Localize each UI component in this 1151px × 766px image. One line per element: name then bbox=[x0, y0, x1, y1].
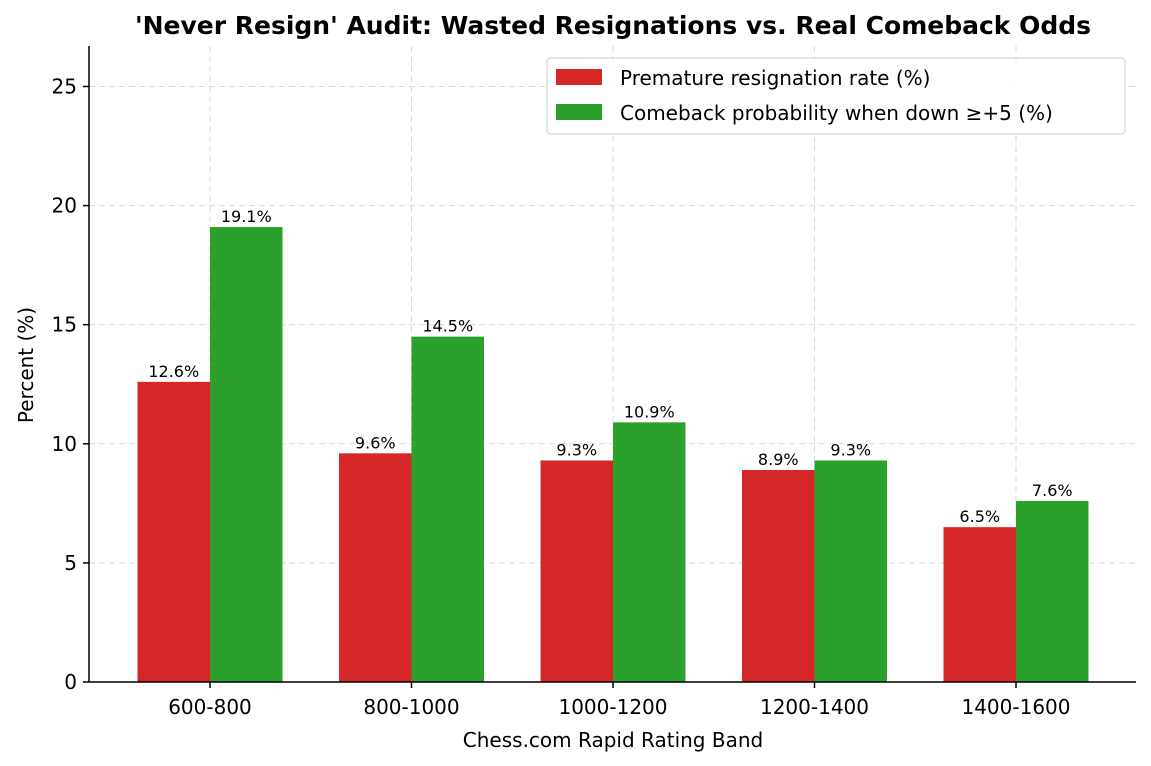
y-axis-label: Percent (%) bbox=[14, 307, 38, 423]
legend-swatch-comeback-probability bbox=[556, 104, 602, 120]
bar-value-label: 8.9% bbox=[758, 450, 799, 469]
x-axis-label: Chess.com Rapid Rating Band bbox=[463, 728, 763, 752]
bar bbox=[540, 460, 613, 682]
bar bbox=[613, 422, 686, 682]
bar-value-label: 12.6% bbox=[148, 362, 199, 381]
y-tick-label: 25 bbox=[52, 74, 77, 98]
bar-value-label: 14.5% bbox=[422, 317, 473, 336]
legend-swatch-premature-resignation bbox=[556, 69, 602, 85]
bar-value-label: 10.9% bbox=[624, 402, 675, 421]
bar-value-label: 9.3% bbox=[556, 440, 597, 459]
bar-value-label: 6.5% bbox=[959, 507, 1000, 526]
bar bbox=[943, 527, 1016, 682]
y-tick-label: 0 bbox=[64, 670, 77, 694]
y-tick-label: 5 bbox=[64, 551, 77, 575]
x-tick-label: 1400-1600 bbox=[961, 695, 1070, 719]
legend-frame bbox=[546, 57, 1126, 135]
y-tick-label: 15 bbox=[52, 313, 77, 337]
chart-title: 'Never Resign' Audit: Wasted Resignation… bbox=[135, 11, 1091, 40]
legend-label-premature-resignation: Premature resignation rate (%) bbox=[620, 66, 930, 90]
bar bbox=[742, 470, 815, 682]
legend: Premature resignation rate (%) Comeback … bbox=[546, 57, 1126, 135]
x-tick-label: 600-800 bbox=[168, 695, 252, 719]
bar-value-label: 9.6% bbox=[355, 433, 396, 452]
data-labels: 12.6% 9.6% 9.3% 8.9% 6.5% 19.1% 14.5% 10.9% 9.3%… bbox=[148, 207, 1072, 526]
x-tick-label: 800-1000 bbox=[363, 695, 459, 719]
bar-value-label: 9.3% bbox=[830, 440, 871, 459]
bar-value-label: 19.1% bbox=[221, 207, 272, 226]
bar-value-label: 7.6% bbox=[1032, 481, 1073, 500]
bar bbox=[137, 381, 210, 682]
axes: 0 5 10 15 20 25 600-800 800-1000 1000-1200 1200-1… bbox=[52, 46, 1136, 719]
bars bbox=[137, 227, 1089, 683]
x-tick-label: 1200-1400 bbox=[760, 695, 869, 719]
y-tick-label: 10 bbox=[52, 432, 77, 456]
bar bbox=[814, 460, 887, 682]
y-tick-label: 20 bbox=[52, 194, 77, 218]
legend-label-comeback-probability: Comeback probability when down ≥+5 (%) bbox=[620, 101, 1053, 125]
bar bbox=[339, 453, 412, 682]
bar bbox=[210, 227, 283, 683]
x-tick-label: 1000-1200 bbox=[558, 695, 667, 719]
bar bbox=[411, 336, 484, 682]
bar bbox=[1016, 500, 1089, 682]
